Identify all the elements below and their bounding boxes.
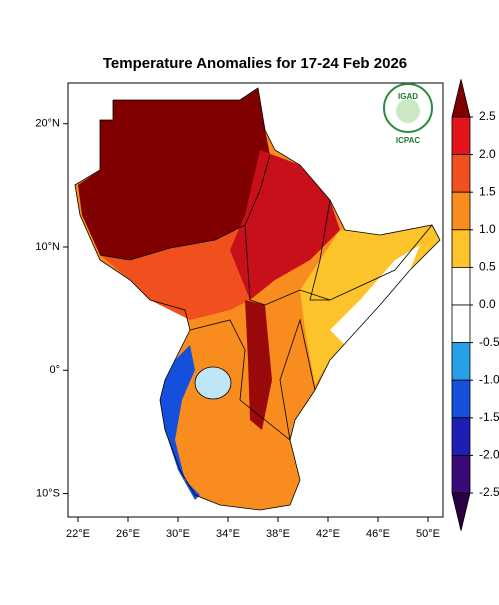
x-tick-label: 42°E <box>316 528 340 540</box>
colorbar-box <box>451 116 471 155</box>
hot-ethiopia <box>230 150 340 300</box>
colorbar-box <box>451 417 471 456</box>
x-tick-label: 22°E <box>66 528 90 540</box>
border <box>99 154 271 261</box>
y-tick-label: 10°N <box>35 241 60 253</box>
colorbar-label: 0.0 <box>479 297 496 311</box>
logo-bottom: ICPAC <box>396 136 421 145</box>
rift-hot <box>245 300 272 430</box>
colorbar-label: 2.0 <box>479 147 496 161</box>
borders <box>74 87 441 511</box>
colorbar-box <box>451 191 471 231</box>
border <box>244 224 331 306</box>
x-tick-label: 30°E <box>166 528 190 540</box>
y-tick-label: 10°S <box>36 487 60 499</box>
colorbar-label: 2.5 <box>479 109 496 123</box>
colorbar-label: 1.0 <box>479 222 496 236</box>
logo: IGAD ICPAC <box>383 83 433 145</box>
logo-top: IGAD <box>398 92 418 101</box>
hot-north <box>78 88 270 260</box>
colorbar-label: 1.5 <box>479 184 496 198</box>
x-tick-label: 46°E <box>366 528 390 540</box>
map-land <box>75 88 440 510</box>
colorbar-box <box>451 154 471 193</box>
lake-victoria <box>194 366 232 400</box>
colorbar-box <box>451 454 471 494</box>
cool-west <box>160 345 200 500</box>
colorbar-extend-bottom <box>451 492 471 531</box>
colorbar-label: -2.5 <box>479 485 499 499</box>
map-title: Temperature Anomalies for 17-24 Feb 2026 <box>103 55 407 72</box>
colorbar-label: -2.0 <box>479 448 499 462</box>
border <box>189 319 291 441</box>
coast <box>74 87 441 511</box>
colorbar-label: -1.5 <box>479 410 499 424</box>
colorbar-label: 0.5 <box>479 260 496 274</box>
y-tick-label: 20°N <box>35 118 60 130</box>
colorbar-box <box>451 304 471 343</box>
x-tick-label: 38°E <box>266 528 290 540</box>
x-tick-label: 34°E <box>216 528 240 540</box>
border <box>279 318 316 441</box>
colorbar-box <box>451 342 471 381</box>
x-tick-label: 26°E <box>116 528 140 540</box>
colorbar-box <box>451 379 471 419</box>
x-tick-label: 50°E <box>416 528 440 540</box>
colorbar-box <box>451 266 471 306</box>
map-frame <box>67 82 444 518</box>
colorbar-extend-top <box>451 79 471 118</box>
colorbar-label: -1.0 <box>479 372 499 386</box>
colorbar-box <box>451 229 471 268</box>
colorbar-label: -0.5 <box>479 335 499 349</box>
border <box>309 199 433 301</box>
y-tick-label: 0° <box>49 364 60 376</box>
logo-globe <box>396 99 420 123</box>
neutral-somalia <box>330 245 420 345</box>
warm-south-sudan <box>100 225 250 320</box>
